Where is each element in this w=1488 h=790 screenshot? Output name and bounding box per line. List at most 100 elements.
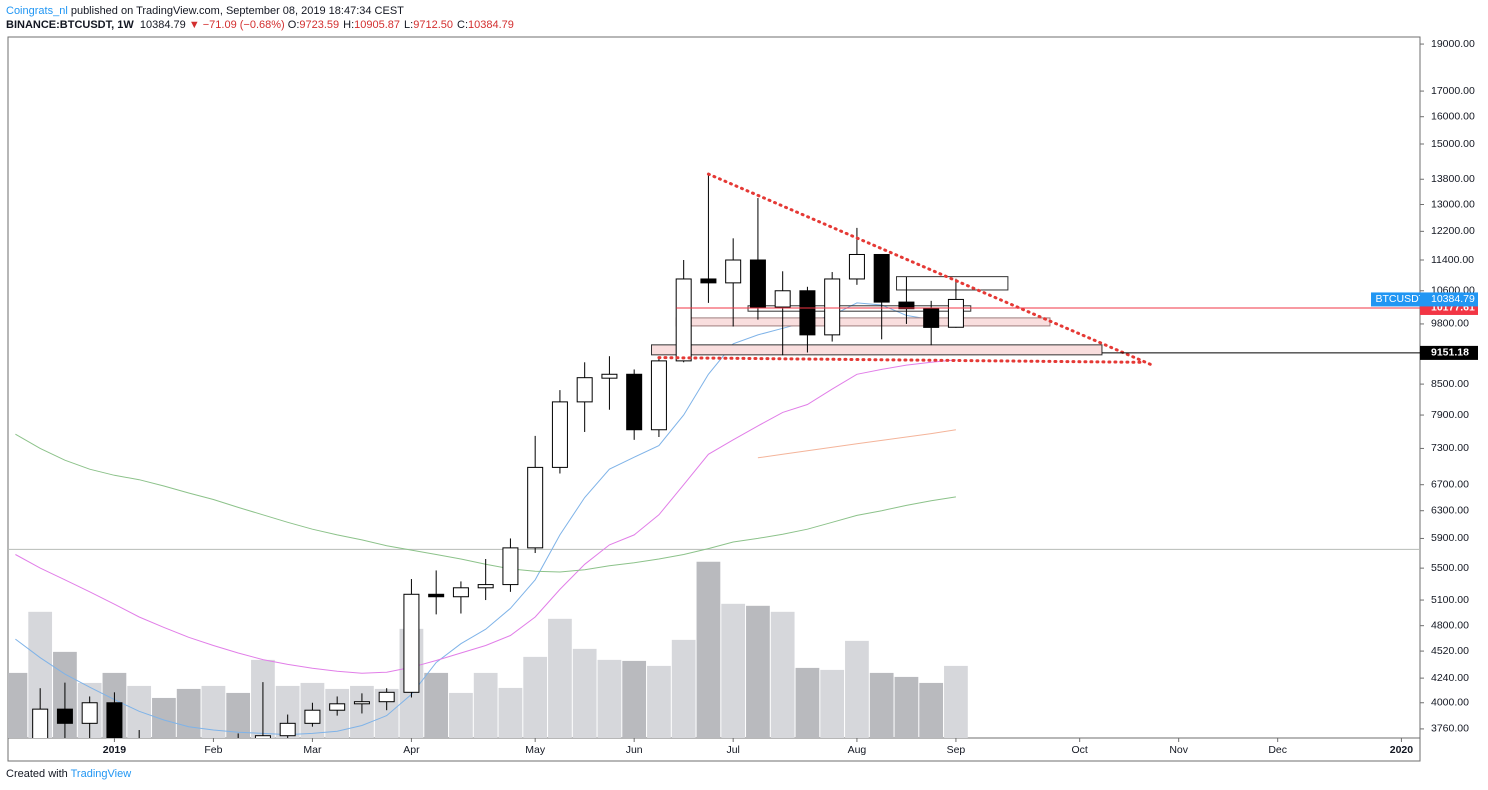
candle-body — [650, 360, 667, 431]
volume-bar — [770, 611, 795, 738]
candle-body — [725, 259, 742, 284]
candle-body — [81, 702, 98, 724]
last-price-tag — [1420, 292, 1478, 307]
x-tick-label: Jul — [726, 744, 739, 756]
candle-body — [675, 278, 692, 362]
footer: Created with TradingView — [6, 768, 131, 780]
header: Coingrats_nl published on TradingView.co… — [6, 4, 518, 32]
volume-bar — [473, 672, 498, 738]
candle-body — [304, 709, 321, 724]
volume-bar — [671, 639, 696, 738]
chart: 19000.00 17000.00 16000.00 15000.00 13800.00… — [7, 36, 1478, 765]
axes: 19000.00 17000.00 16000.00 15000.00 13800.00… — [103, 38, 1478, 756]
candle-body — [254, 735, 271, 738]
y-tick-label: 12200.00 — [1431, 225, 1475, 237]
price-tag — [1420, 345, 1478, 360]
volume-bar — [424, 672, 449, 738]
x-tick-label: Mar — [303, 744, 322, 756]
candle-body — [156, 753, 171, 755]
brand[interactable]: TradingView — [70, 768, 132, 780]
ma-line — [757, 429, 956, 459]
volume-bar — [869, 672, 894, 738]
candle-body — [527, 466, 544, 549]
candle-body — [378, 691, 395, 703]
x-tick-label: Feb — [204, 744, 222, 756]
candle-body — [848, 253, 865, 280]
volume-bar — [647, 665, 671, 738]
volume-bar — [152, 697, 176, 738]
y-tick-label: 4800.00 — [1431, 619, 1469, 631]
volume-bar — [226, 692, 251, 738]
volume-bar — [721, 603, 746, 738]
candle-body — [452, 587, 469, 598]
ma-line — [15, 359, 956, 674]
volume-bar — [548, 618, 572, 738]
ma-line — [15, 433, 956, 573]
x-tick-label: Jun — [626, 744, 643, 756]
last-price-name: BTCUSDT — [1376, 293, 1426, 305]
candle-body — [279, 722, 296, 737]
symbol-line: BINANCE:BTCUSDT, 1W 10384.79 ▼ −71.09 (−… — [6, 18, 518, 32]
candle-body — [799, 290, 816, 336]
range-box — [675, 317, 1051, 327]
candle-body — [477, 584, 494, 589]
candle-body — [700, 278, 717, 284]
volume-bar — [795, 667, 820, 738]
price-tag-label: 9151.18 — [1431, 347, 1469, 359]
y-tick-label: 9800.00 — [1431, 318, 1469, 330]
ohlc-label: C: — [457, 19, 468, 31]
candle-body — [106, 702, 123, 738]
ohlc-value: 9712.50 — [413, 19, 453, 31]
ohlc-value: 10384.79 — [468, 19, 514, 31]
volume-bar — [944, 665, 968, 738]
volume-bar — [572, 648, 597, 738]
candle-body — [132, 753, 147, 755]
candle-body — [353, 701, 370, 705]
symbol: BINANCE:BTCUSDT, 1W — [6, 19, 134, 31]
candle-body — [601, 373, 618, 379]
y-tick-label: 5900.00 — [1431, 532, 1469, 544]
candle-body — [56, 708, 73, 724]
y-tick-label: 11400.00 — [1431, 254, 1474, 266]
y-tick-label: 5100.00 — [1431, 594, 1469, 606]
x-tick-label: Nov — [1169, 744, 1188, 756]
volume-bar — [919, 682, 944, 738]
volume-bar — [127, 685, 152, 738]
volume-bar — [845, 640, 869, 738]
candle-body — [749, 259, 766, 308]
candle-body — [403, 593, 420, 693]
y-tick-label: 6700.00 — [1431, 478, 1469, 490]
x-tick-label: Aug — [848, 744, 867, 756]
volume-bar — [820, 669, 845, 738]
volume-bar — [449, 692, 473, 738]
candle-body — [923, 308, 940, 328]
y-tick-label: 15000.00 — [1431, 138, 1475, 150]
range-box — [651, 344, 1103, 356]
y-tick-label: 16000.00 — [1431, 110, 1475, 122]
y-tick-label: 13000.00 — [1431, 198, 1475, 210]
x-tick-label: 2019 — [103, 744, 127, 756]
candle-body — [626, 373, 643, 431]
volume-bar — [498, 687, 523, 738]
volume-bar — [746, 605, 770, 738]
ohlc-value: 9723.59 — [299, 19, 340, 31]
y-tick-label: 4520.00 — [1431, 645, 1469, 657]
volume-bar — [894, 676, 919, 738]
y-tick-label: 13800.00 — [1431, 173, 1475, 185]
candle-body — [824, 278, 841, 336]
volume-bar — [622, 660, 647, 738]
candle-body — [181, 756, 196, 765]
trendline — [706, 172, 1156, 368]
trendline — [657, 356, 1144, 364]
volume-bar — [28, 611, 53, 738]
x-tick-label: Sep — [947, 744, 966, 756]
change: ▼ −71.09 (−0.68%) — [188, 19, 285, 31]
candle-body — [576, 377, 593, 403]
candle-body — [774, 290, 791, 308]
candle-body — [898, 301, 915, 310]
range-box — [896, 276, 1009, 291]
last: 10384.79 — [139, 19, 186, 31]
y-tick-label: 17000.00 — [1431, 85, 1475, 97]
publisher[interactable]: Coingrats_nl — [6, 5, 68, 17]
